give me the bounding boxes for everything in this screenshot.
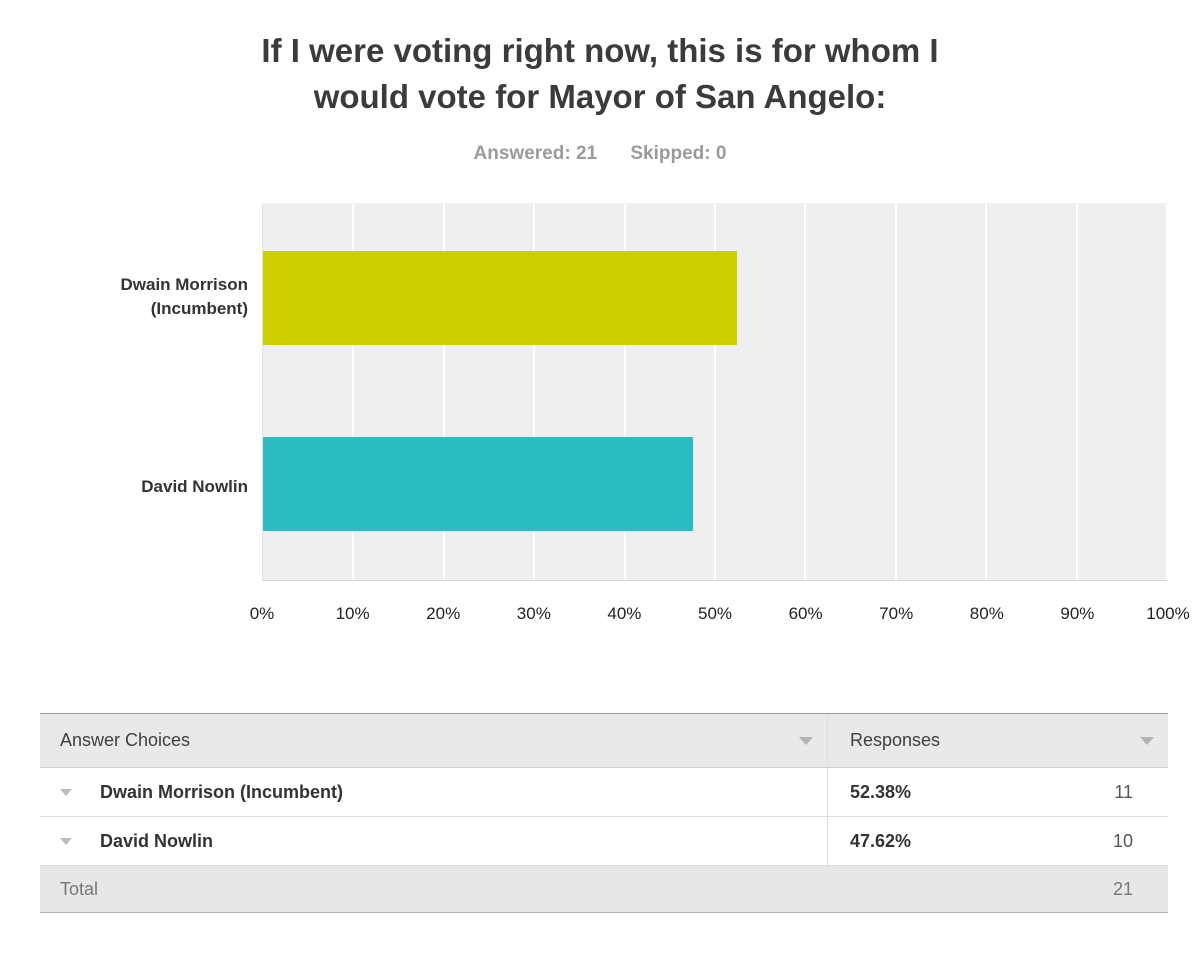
response-count: 10: [1112, 830, 1133, 851]
plot-area: [262, 203, 1168, 581]
gridline: [985, 204, 988, 580]
gridline: [352, 204, 355, 580]
table-row: David Nowlin 47.62% 10: [40, 817, 1168, 866]
answer-choices-sort-chevron-down-icon[interactable]: [799, 736, 813, 745]
category-label-david-nowlin: David Nowlin: [141, 477, 248, 496]
gridline: [442, 204, 445, 580]
x-axis-tick-label: 20%: [426, 604, 461, 623]
gridline: [1166, 204, 1168, 580]
response-percent: 47.62%: [850, 830, 912, 851]
x-axis-tick-label: 80%: [969, 604, 1004, 623]
gridline: [714, 204, 716, 580]
skipped-stat: Skipped: 0: [630, 143, 726, 164]
question-title-line-2: would vote for Mayor of San Angelo:: [313, 78, 887, 115]
x-axis-tick-label: 10%: [335, 604, 370, 623]
x-axis-tick-label: 30%: [516, 604, 551, 623]
x-axis-tick-label: 60%: [788, 604, 823, 623]
gridline: [1075, 204, 1078, 580]
results-table: Answer Choices Responses Dwain Morrison …: [40, 713, 1168, 913]
answer-choices-header-label: Answer Choices: [60, 730, 191, 750]
responses-sort-chevron-down-icon[interactable]: [1140, 736, 1154, 745]
response-stats: Answered: 21 Skipped: 0: [0, 143, 1200, 165]
answer-choices-header-cell: Answer Choices: [40, 714, 827, 767]
responses-cell: 52.38% 11: [827, 768, 1168, 816]
gridline: [804, 204, 807, 580]
answered-stat: Answered: 21: [474, 143, 598, 164]
answer-choice-cell: David Nowlin: [40, 817, 827, 865]
gridline: [623, 204, 626, 580]
response-percent: 52.38%: [850, 781, 912, 802]
bar-dwain-morrison: [263, 251, 737, 345]
answer-choice-cell: Dwain Morrison (Incumbent): [40, 768, 827, 816]
x-axis-ticks: 0% 10% 20% 30% 40% 50% 60% 70% 80% 90% 100%: [250, 604, 1190, 628]
answer-choice-label: Dwain Morrison (Incumbent): [100, 781, 343, 802]
response-count: 11: [1114, 781, 1133, 802]
row-expand-chevron-down-icon[interactable]: [60, 788, 72, 796]
bar-david-nowlin: [263, 437, 694, 531]
table-total-row: Total 21: [40, 866, 1168, 913]
answer-choice-label: David Nowlin: [100, 830, 214, 851]
gridline: [533, 204, 536, 580]
answered-label: Answered:: [473, 143, 571, 164]
responses-header-cell: Responses: [827, 714, 1168, 767]
x-axis-tick-label: 50%: [697, 604, 733, 623]
category-label-dwain-morrison: Dwain Morrison (Incumbent): [120, 275, 248, 318]
question-title: If I were voting right now, this is for …: [0, 28, 1200, 120]
total-label: Total: [60, 878, 99, 899]
table-row: Dwain Morrison (Incumbent) 52.38% 11: [40, 768, 1168, 817]
x-axis-tick-label: 40%: [607, 604, 642, 623]
question-title-line-1: If I were voting right now, this is for …: [261, 32, 939, 69]
skipped-value: 0: [715, 143, 727, 164]
answered-value: 21: [575, 143, 598, 164]
x-axis-tick-label: 70%: [879, 604, 914, 623]
gridline: [894, 204, 897, 580]
responses-header-label: Responses: [850, 730, 941, 750]
x-axis-tick-label: 90%: [1060, 604, 1095, 623]
row-expand-chevron-down-icon[interactable]: [60, 837, 72, 845]
total-value: 21: [1112, 878, 1133, 899]
skipped-label: Skipped:: [630, 143, 711, 164]
responses-cell: 47.62% 10: [827, 817, 1168, 865]
x-axis-tick-label: 100%: [1146, 604, 1190, 623]
x-axis-tick-label: 0%: [249, 604, 275, 623]
table-header-row: Answer Choices Responses: [40, 713, 1168, 768]
